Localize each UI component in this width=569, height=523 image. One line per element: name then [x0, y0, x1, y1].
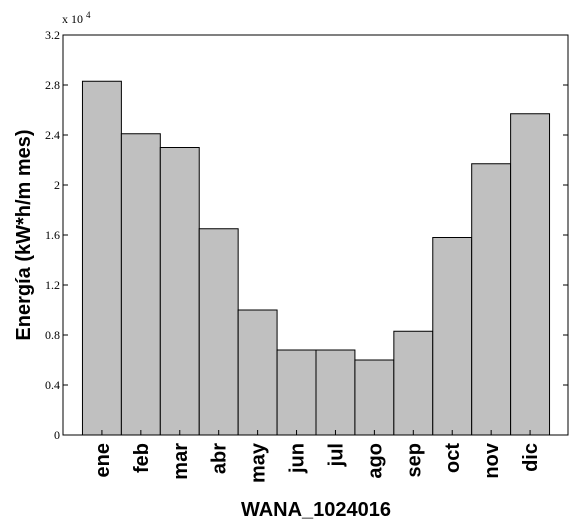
- bar-may: [237, 309, 278, 436]
- y-axis-ticks: 0 0.4 0.8 1.2 1.6 2 2.4 2.8 3.2: [45, 28, 568, 442]
- bar-ene: [81, 80, 122, 436]
- y-tick-label: 2.4: [45, 128, 60, 142]
- x-tick-label-mar: mar: [170, 443, 192, 480]
- bar-abr: [198, 228, 239, 436]
- y-axis-label: Energía (kW*h/m mes): [13, 129, 35, 340]
- y-tick-label: 1.2: [45, 278, 60, 292]
- bar-jun: [276, 349, 317, 436]
- x-tick-label-abr: abr: [209, 443, 231, 474]
- y-tick-label: 2.8: [45, 78, 60, 92]
- y-axis-multiplier: x 10 4: [62, 10, 91, 26]
- bar-ago: [354, 359, 395, 436]
- bar-mar: [159, 147, 200, 436]
- y-axis-multiplier-base: x 10: [62, 12, 83, 26]
- x-axis-label: WANA_1024016: [241, 499, 391, 521]
- x-tick-label-jun: jun: [287, 443, 309, 474]
- bar-oct: [432, 237, 473, 436]
- bar-sep: [393, 330, 434, 436]
- x-tick-label-sep: sep: [403, 443, 425, 477]
- x-tick-label-nov: nov: [481, 442, 503, 478]
- y-tick-label: 0.8: [45, 328, 60, 342]
- y-tick-label: 2: [54, 178, 60, 192]
- x-tick-label-jul: jul: [325, 443, 347, 467]
- y-tick-label: 3.2: [45, 28, 60, 42]
- x-tick-label-ago: ago: [364, 443, 386, 479]
- bar-nov: [471, 163, 512, 436]
- x-tick-label-may: may: [248, 442, 270, 483]
- y-tick-label: 0.4: [45, 378, 60, 392]
- x-tick-label-feb: feb: [131, 443, 153, 473]
- x-axis-ticks: ene feb mar abr may jun jul ago sep oct nov dic: [92, 430, 542, 483]
- y-axis-multiplier-exponent: 4: [86, 10, 91, 20]
- y-tick-label: 0: [54, 428, 60, 442]
- x-tick-label-oct: oct: [442, 443, 464, 473]
- x-tick-label-ene: ene: [92, 443, 114, 477]
- bar-jul: [315, 349, 356, 436]
- y-tick-label: 1.6: [45, 228, 60, 242]
- bar-dic: [510, 113, 551, 436]
- x-tick-label-dic: dic: [520, 443, 542, 472]
- bars: [81, 80, 551, 436]
- bar-feb: [120, 133, 161, 436]
